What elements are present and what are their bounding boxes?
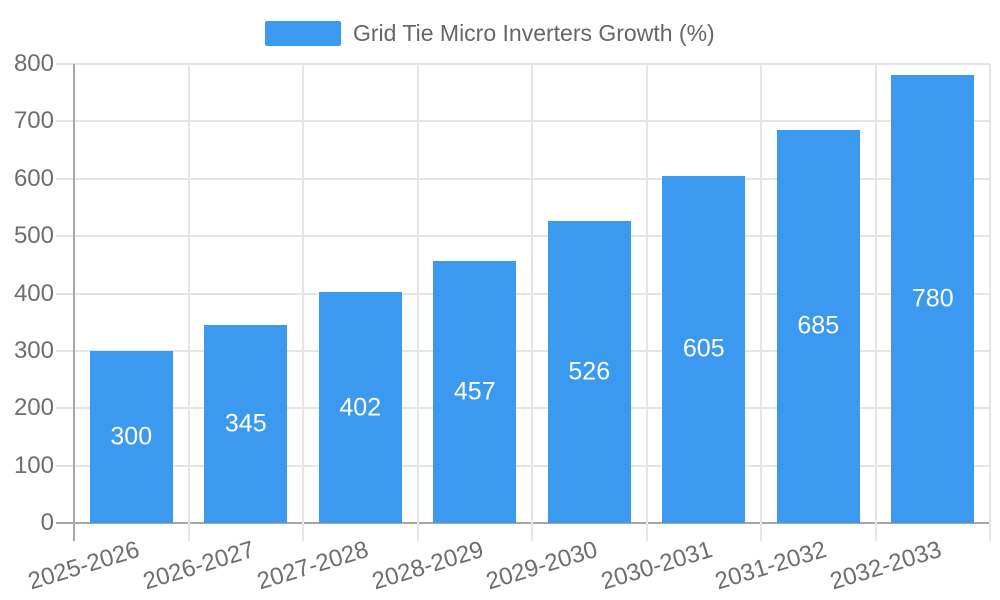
y-axis-line [73, 64, 75, 541]
v-gridline [416, 64, 419, 541]
bar[interactable]: 605 [662, 175, 746, 523]
bar-value-label: 402 [339, 393, 382, 422]
x-tick-label: 2031-2032 [712, 536, 831, 596]
bar-value-label: 526 [568, 357, 611, 386]
v-gridline [302, 64, 304, 541]
bar[interactable]: 526 [547, 221, 631, 523]
y-tick-label: 600 [13, 164, 54, 192]
y-tick-label: 0 [40, 509, 54, 536]
bar[interactable]: 685 [776, 129, 860, 523]
y-tick-label: 800 [13, 50, 54, 77]
bar-value-label: 300 [110, 422, 153, 451]
y-tick-label: 500 [13, 222, 54, 250]
h-gridline [56, 177, 990, 180]
v-gridline [760, 64, 762, 541]
y-tick-label: 400 [13, 279, 54, 307]
h-gridline [56, 349, 990, 352]
y-tick-label: 100 [13, 451, 54, 479]
bar[interactable]: 780 [891, 75, 975, 523]
h-gridline [56, 407, 990, 410]
h-gridline [56, 235, 990, 238]
v-gridline [989, 64, 991, 541]
v-gridline [187, 64, 190, 541]
bar[interactable]: 457 [433, 260, 517, 523]
h-gridline [56, 120, 990, 123]
v-gridline [874, 64, 877, 541]
y-tick-label: 200 [13, 394, 54, 422]
bar-value-label: 345 [224, 409, 267, 438]
x-tick-label: 2026-2027 [139, 536, 258, 596]
x-tick-label: 2032-2033 [826, 536, 945, 596]
bar-value-label: 685 [797, 311, 840, 340]
legend-swatch-icon [265, 21, 341, 46]
x-tick-label: 2030-2031 [597, 536, 716, 596]
y-tick-label: 300 [13, 336, 54, 364]
v-gridline [645, 64, 648, 541]
x-tick-label: 2027-2028 [254, 536, 373, 596]
x-tick-label: 2029-2030 [483, 536, 602, 596]
bar-value-label: 457 [453, 377, 496, 406]
legend[interactable]: Grid Tie Micro Inverters Growth (%) [0, 17, 1000, 49]
x-tick-label: 2028-2029 [368, 536, 487, 596]
v-gridline [531, 64, 533, 541]
bar[interactable]: 345 [204, 325, 288, 523]
bar-value-label: 780 [911, 284, 954, 313]
h-gridline [56, 292, 990, 295]
y-tick-label: 700 [13, 107, 54, 135]
legend-label: Grid Tie Micro Inverters Growth (%) [353, 20, 715, 46]
bar-value-label: 605 [682, 334, 725, 363]
bar[interactable]: 300 [89, 350, 173, 523]
x-tick-label: 2025-2026 [25, 536, 144, 596]
h-gridline [56, 464, 990, 467]
x-axis-line [56, 522, 990, 524]
bar[interactable]: 402 [318, 292, 402, 523]
h-gridline [56, 63, 990, 65]
